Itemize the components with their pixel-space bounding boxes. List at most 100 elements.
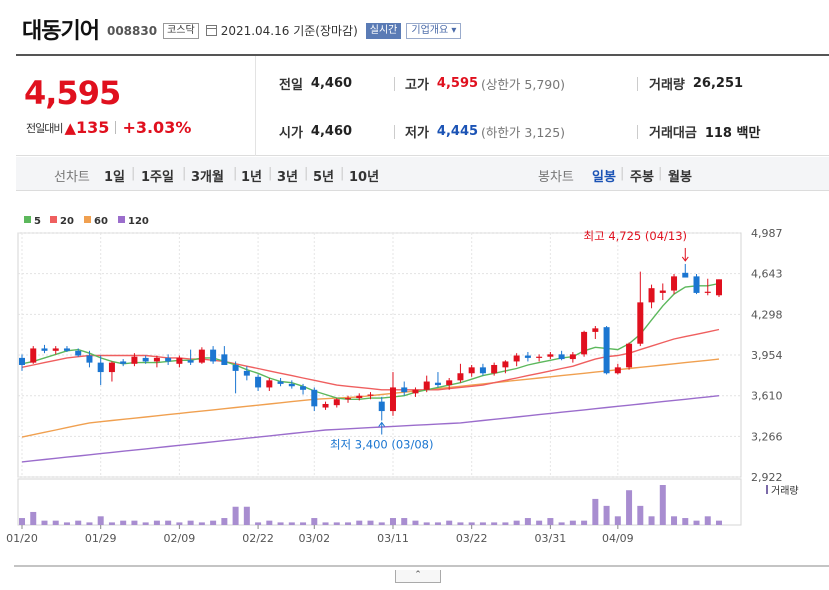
current-price: 4,595: [24, 74, 121, 112]
candle: [547, 354, 554, 357]
change-label: 전일대비: [26, 121, 63, 135]
candle: [378, 401, 385, 412]
candle: [704, 291, 711, 293]
candle: [558, 354, 565, 360]
period-1y[interactable]: 1년: [241, 170, 263, 185]
stat-value: 4,595: [436, 76, 479, 91]
volume-legend-swatch: [766, 485, 768, 494]
candle: [345, 398, 352, 400]
stat-label: 거래량: [649, 78, 685, 93]
volume-bar: [108, 522, 115, 525]
volume-bar: [288, 522, 295, 525]
volume-bar: [502, 522, 509, 525]
y-tick-label: 3,266: [751, 430, 783, 443]
volume-bar: [704, 516, 711, 525]
up-triangle-icon: ▲: [64, 118, 77, 137]
volume-bar: [30, 511, 37, 525]
candle: [288, 383, 295, 387]
candlestick-chart[interactable]: 5 20 60 120 4,987 4,643 4,298 3,954 3,610 3,266 2,…: [0, 205, 829, 567]
legend-label: 120: [128, 216, 149, 227]
realtime-button[interactable]: 실시간: [365, 22, 402, 39]
volume-bar: [614, 516, 621, 525]
legend-swatch: [118, 216, 125, 223]
change-divider: [115, 121, 117, 134]
candle: [153, 357, 160, 362]
x-tick-label: 02/22: [242, 532, 274, 545]
x-tick-label: 03/11: [377, 532, 409, 545]
volume-bar: [524, 518, 531, 525]
period-1w[interactable]: 1주일: [141, 170, 174, 185]
candle-daily[interactable]: 일봉: [592, 170, 616, 185]
volume-bar: [19, 518, 25, 525]
separator: |: [340, 166, 345, 181]
period-1d[interactable]: 1일: [104, 170, 126, 185]
volume-bar: [626, 490, 633, 525]
legend-label: 20: [60, 216, 74, 227]
volume-bar: [322, 522, 329, 525]
volume-bar: [176, 522, 183, 525]
volume-bar: [300, 522, 307, 525]
candle: [300, 386, 307, 390]
y-tick-label: 4,987: [751, 227, 783, 240]
period-3y[interactable]: 3년: [277, 170, 299, 185]
volume-bar: [401, 518, 408, 525]
stat-prev-close: 전일 4,460: [279, 74, 352, 93]
company-overview-button[interactable]: 기업개요 ▾: [406, 22, 462, 39]
legend-swatch: [50, 216, 57, 223]
candle: [322, 403, 329, 408]
low-annotation: 최저 3,400 (03/08): [330, 438, 434, 452]
stat-value: 4,445: [436, 124, 479, 139]
candle: [614, 367, 621, 374]
stock-name: 대동기어: [22, 19, 100, 44]
period-10y[interactable]: 10년: [349, 170, 380, 185]
candle: [502, 361, 509, 368]
legend-label: 60: [94, 216, 108, 227]
candle: [479, 367, 486, 374]
volume-bar: [491, 522, 498, 525]
candle-weekly[interactable]: 주봉: [630, 170, 654, 185]
candle: [513, 355, 520, 362]
candle: [108, 362, 115, 373]
candle: [19, 357, 25, 365]
candle: [198, 349, 205, 363]
market-badge: 코스닥: [163, 22, 199, 39]
stock-code: 008830: [106, 24, 158, 38]
x-tick-label: 02/09: [164, 532, 196, 545]
period-5y[interactable]: 5년: [313, 170, 335, 185]
y-tick-label: 4,643: [751, 268, 783, 281]
stat-label: 고가: [405, 78, 429, 93]
candle: [389, 387, 396, 412]
volume-bar: [333, 522, 340, 525]
volume-bar: [255, 522, 262, 525]
candle: [210, 349, 217, 362]
low-arrow-head: [378, 421, 386, 427]
candle: [277, 381, 284, 384]
candle: [367, 394, 374, 396]
volume-bar: [311, 518, 318, 525]
candle: [671, 276, 678, 291]
ma120-line: [21, 395, 720, 463]
divider: [637, 125, 638, 139]
candle: [682, 272, 689, 278]
period-selector: 선차트 1일 | 1주일 | 3개월 | 1년 | 3년 | 5년 | 10년 …: [16, 157, 829, 191]
candle: [716, 279, 722, 296]
volume-bar: [558, 522, 565, 525]
candle: [356, 395, 363, 399]
expand-chart-button[interactable]: ⌃: [395, 570, 441, 583]
candle: [468, 367, 475, 374]
price-panel: 4,595 전일대비 ▲ 135 +3.03% 전일 4,460 고가 4,59…: [16, 54, 829, 156]
candle-monthly[interactable]: 월봉: [668, 170, 692, 185]
period-3m[interactable]: 3개월: [191, 170, 224, 185]
candle: [423, 381, 430, 390]
candle: [637, 302, 644, 344]
line-chart-label: 선차트: [54, 170, 90, 185]
separator: |: [304, 166, 309, 181]
current-price-box: 4,595 전일대비 ▲ 135 +3.03%: [16, 56, 256, 156]
y-tick-label: 3,954: [751, 349, 783, 362]
x-tick-label: 01/20: [6, 532, 38, 545]
volume-bar: [187, 520, 194, 525]
volume-bar: [153, 520, 160, 525]
volume-bar: [648, 516, 655, 525]
volume-bar: [120, 520, 127, 525]
volume-bar: [513, 520, 520, 525]
